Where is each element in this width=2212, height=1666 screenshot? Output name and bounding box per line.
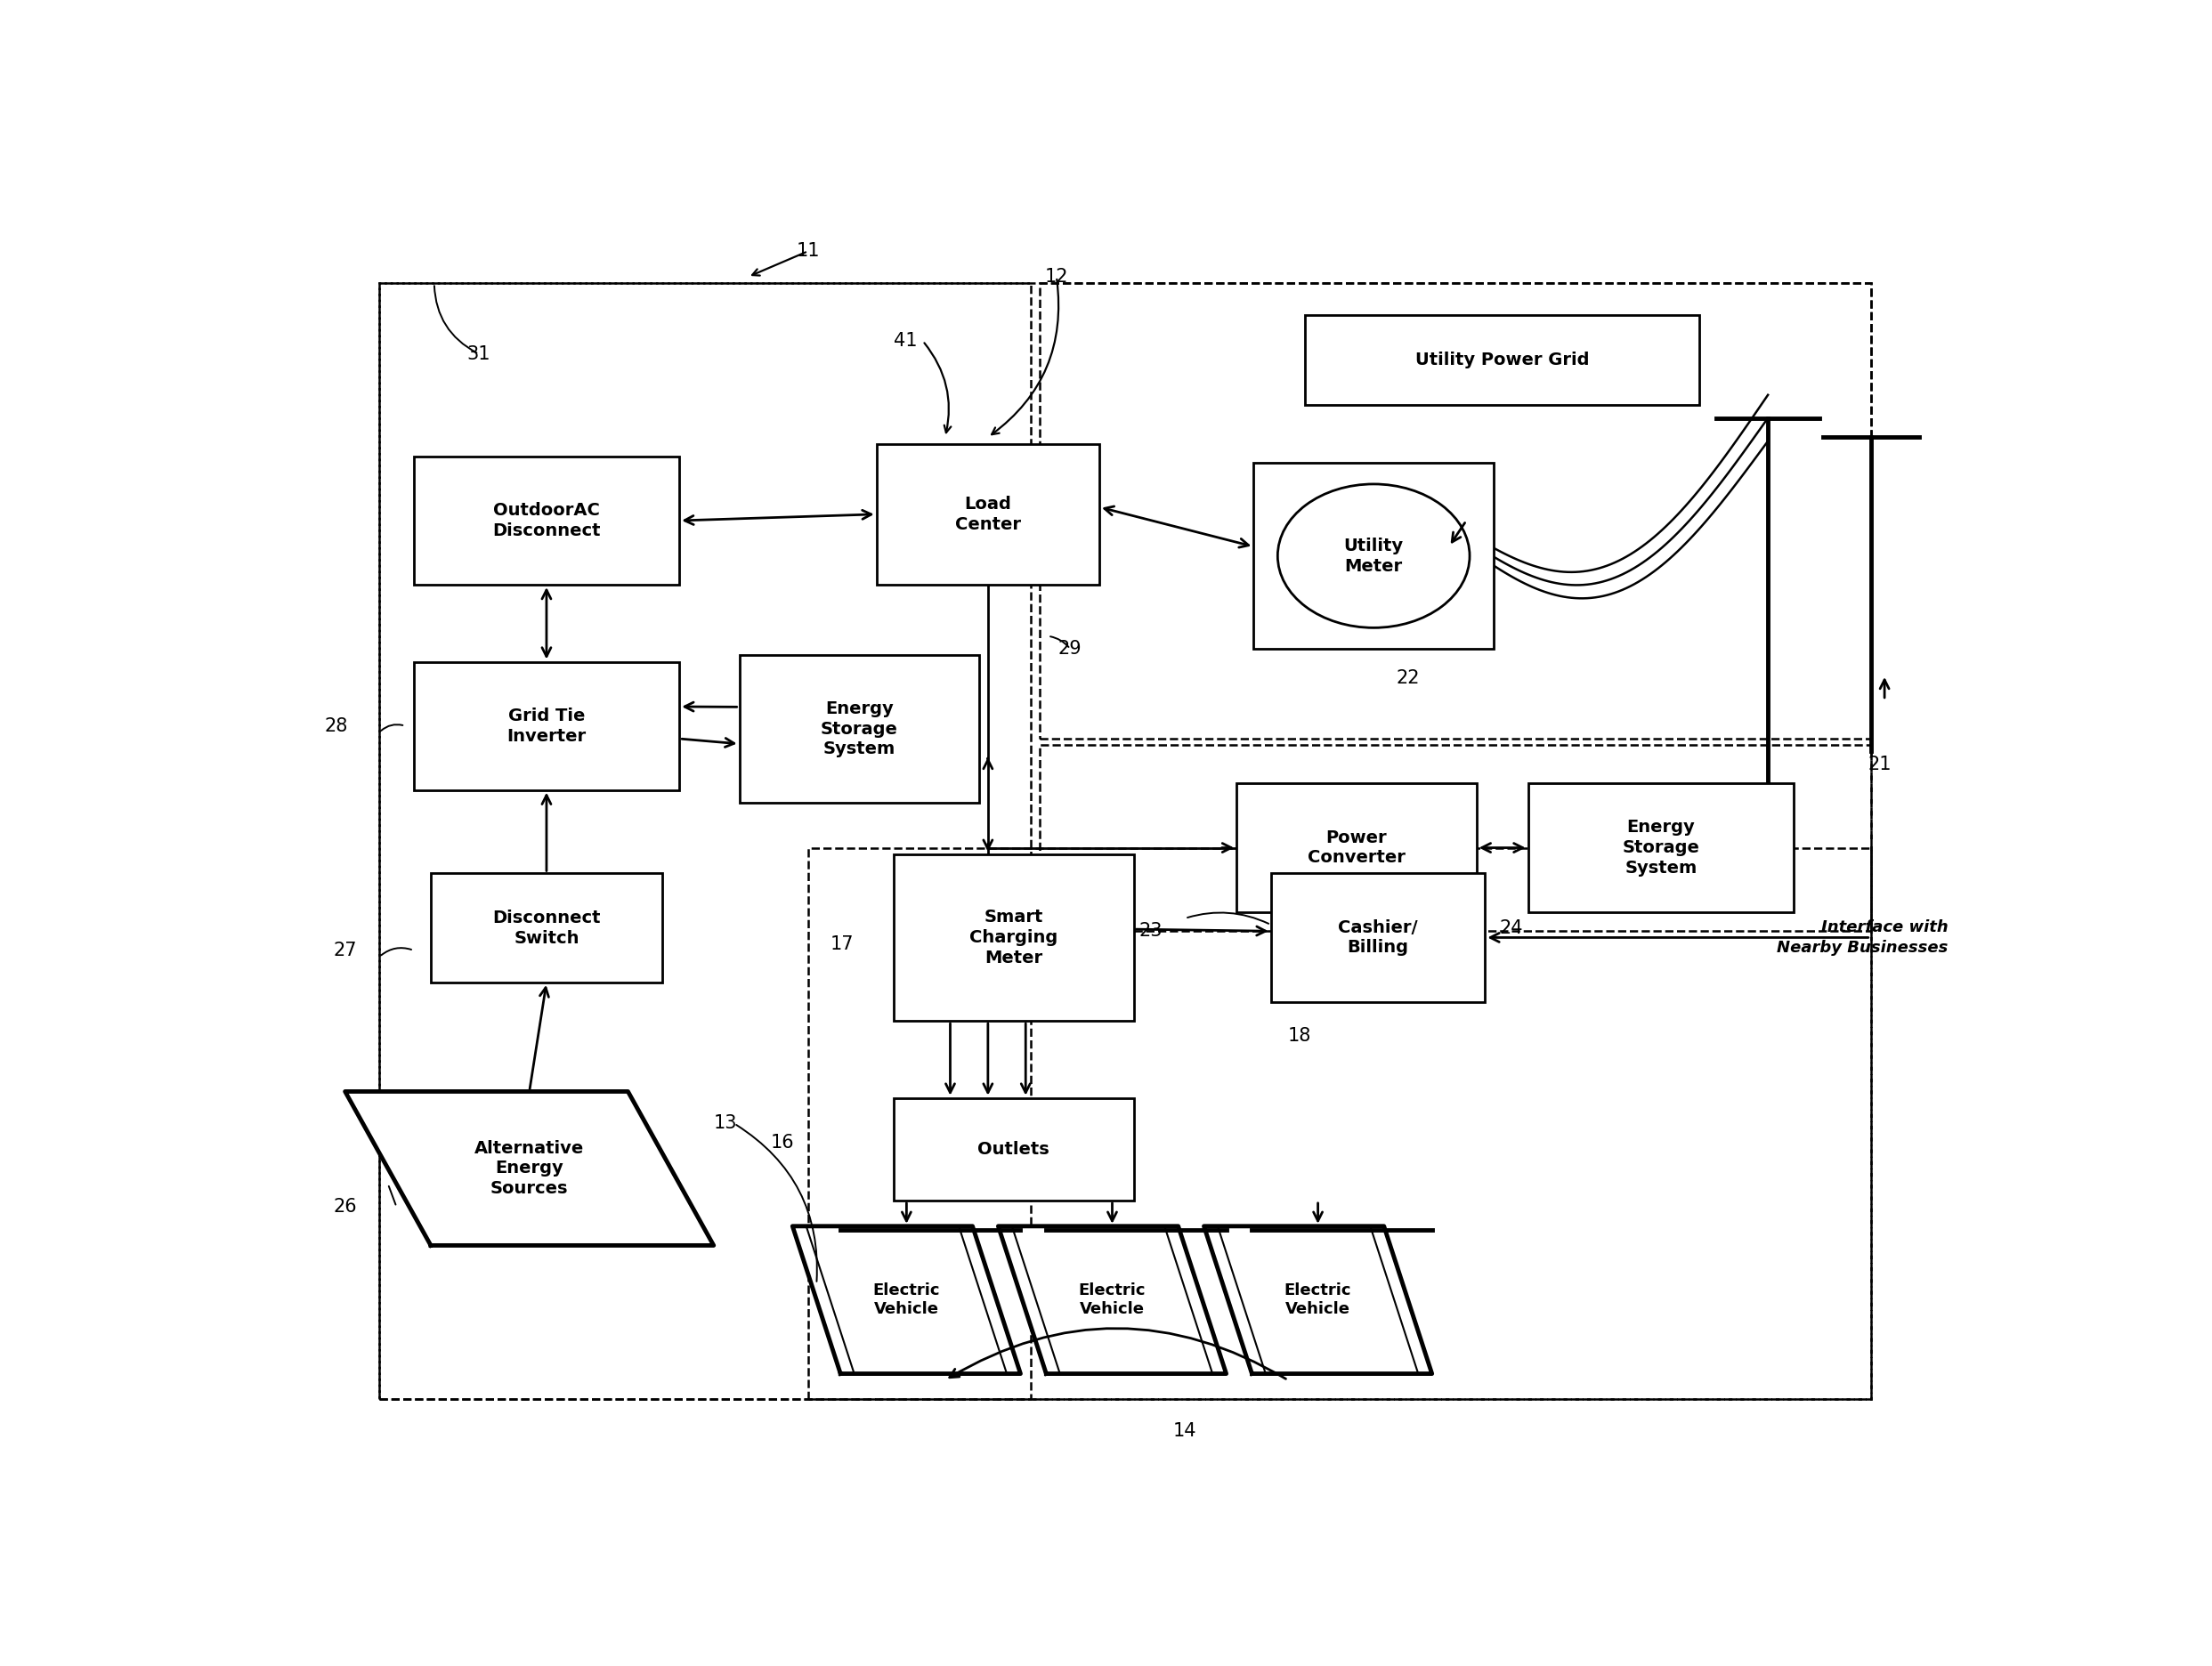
Text: Electric
Vehicle: Electric Vehicle: [1079, 1283, 1146, 1318]
Text: Smart
Charging
Meter: Smart Charging Meter: [969, 910, 1057, 966]
Polygon shape: [998, 1226, 1225, 1374]
Text: Energy
Storage
System: Energy Storage System: [1621, 820, 1699, 876]
FancyBboxPatch shape: [1254, 463, 1493, 648]
FancyBboxPatch shape: [894, 855, 1133, 1021]
Text: Alternative
Energy
Sources: Alternative Energy Sources: [476, 1140, 584, 1198]
Polygon shape: [1203, 1226, 1431, 1374]
Text: Utility
Meter: Utility Meter: [1343, 538, 1405, 575]
Text: Utility Power Grid: Utility Power Grid: [1416, 352, 1588, 368]
Text: 16: 16: [770, 1135, 794, 1151]
Text: 12: 12: [1044, 268, 1068, 287]
Text: Electric
Vehicle: Electric Vehicle: [874, 1283, 940, 1318]
FancyBboxPatch shape: [1270, 873, 1484, 1001]
Text: 11: 11: [796, 242, 821, 260]
Polygon shape: [792, 1226, 1020, 1374]
Text: 14: 14: [1172, 1423, 1197, 1441]
FancyBboxPatch shape: [414, 661, 679, 790]
Text: Energy
Storage
System: Energy Storage System: [821, 700, 898, 758]
Text: Grid Tie
Inverter: Grid Tie Inverter: [507, 708, 586, 745]
Text: 22: 22: [1396, 670, 1420, 688]
Text: 29: 29: [1057, 640, 1082, 658]
Text: Disconnect
Switch: Disconnect Switch: [493, 910, 602, 946]
Text: 26: 26: [334, 1198, 356, 1216]
FancyBboxPatch shape: [1528, 783, 1794, 911]
Text: 27: 27: [334, 941, 356, 960]
Text: 13: 13: [714, 1115, 737, 1133]
Text: Power
Converter: Power Converter: [1307, 830, 1405, 866]
Text: 21: 21: [1867, 755, 1891, 773]
FancyBboxPatch shape: [894, 1098, 1133, 1201]
Text: Interface with
Nearby Businesses: Interface with Nearby Businesses: [1776, 920, 1949, 955]
Text: Electric
Vehicle: Electric Vehicle: [1285, 1283, 1352, 1318]
Text: 17: 17: [830, 935, 854, 953]
FancyBboxPatch shape: [431, 873, 661, 983]
Text: Load
Center: Load Center: [956, 495, 1022, 533]
Text: 41: 41: [894, 332, 918, 350]
FancyBboxPatch shape: [1237, 783, 1478, 911]
FancyBboxPatch shape: [1305, 315, 1699, 405]
Text: 31: 31: [467, 345, 491, 363]
Text: 28: 28: [325, 716, 347, 735]
Polygon shape: [345, 1091, 714, 1246]
Text: Outlets: Outlets: [978, 1141, 1048, 1158]
FancyBboxPatch shape: [739, 655, 980, 803]
Text: OutdoorAC
Disconnect: OutdoorAC Disconnect: [493, 501, 602, 540]
Text: 18: 18: [1287, 1028, 1312, 1045]
FancyBboxPatch shape: [876, 443, 1099, 585]
Text: 23: 23: [1139, 923, 1164, 940]
Text: 24: 24: [1500, 920, 1522, 938]
FancyBboxPatch shape: [414, 456, 679, 585]
Text: Cashier/
Billing: Cashier/ Billing: [1338, 920, 1418, 956]
